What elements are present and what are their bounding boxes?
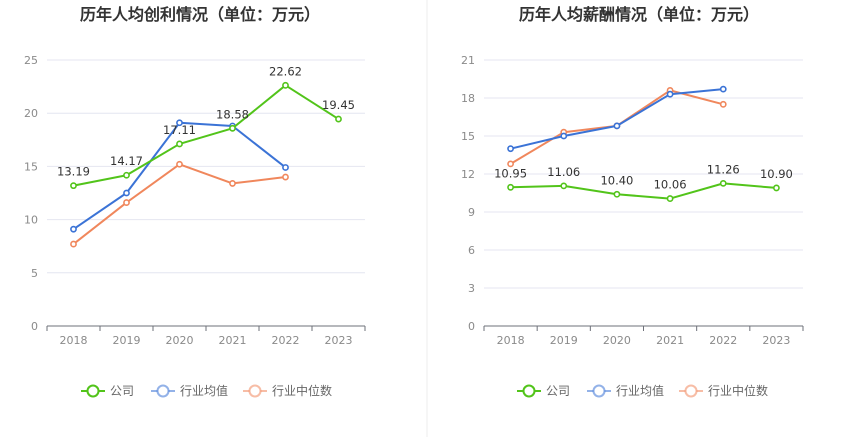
data-label: 10.90 [760, 167, 793, 181]
legend-label: 公司 [546, 384, 570, 398]
y-tick-label: 20 [24, 107, 38, 120]
y-tick-label: 15 [24, 160, 38, 173]
legend-label: 行业均值 [180, 383, 228, 398]
data-point-industry_median [70, 240, 77, 248]
legend-swatch-marker [156, 384, 170, 398]
x-tick-label: 2022 [709, 334, 737, 347]
data-point-company [719, 179, 727, 187]
y-tick-label: 0 [468, 320, 475, 333]
data-point-company [229, 124, 236, 132]
series-line-company [73, 84, 340, 187]
x-tick-label: 2020 [603, 334, 631, 347]
data-label: 10.40 [600, 173, 633, 187]
y-tick-label: 5 [31, 267, 38, 280]
legend-item-industry_avg: 行业均值 [151, 383, 228, 398]
chart-panel-1: 历年人均创利情况（单位：万元） 0 5 10 15 20 25 2018 2019 2020 202… [24, 5, 366, 398]
data-label: 10.95 [494, 166, 527, 180]
data-point-company [613, 190, 621, 198]
y-tick-label: 3 [468, 282, 475, 295]
chart-panel-2: 历年人均薪酬情况（单位：万元） 0 3 6 9 12 15 18 21 2018 2019 2020 2… [461, 5, 804, 398]
x-tick-label: 2020 [166, 334, 194, 347]
data-point-company [335, 115, 342, 123]
legend-label: 公司 [110, 384, 134, 398]
data-point-industry_median [282, 173, 289, 181]
legend-item-industry_median: 行业中位数 [679, 383, 768, 398]
legend-item-industry_avg: 行业均值 [587, 383, 664, 398]
legend-item-company: 公司 [517, 384, 570, 398]
legend-label: 行业均值 [616, 383, 664, 398]
legend-label: 行业中位数 [272, 383, 332, 398]
data-point-industry_median [176, 160, 183, 168]
data-label: 11.06 [547, 165, 580, 179]
data-label: 14.17 [110, 154, 143, 168]
data-point-industry_avg [719, 85, 727, 93]
x-tick-label: 2023 [762, 334, 790, 347]
legend-item-company: 公司 [81, 384, 134, 398]
legend-swatch-marker [248, 384, 262, 398]
legend-swatch-marker [86, 384, 100, 398]
x-tick-label: 2021 [656, 334, 684, 347]
y-tick-label: 9 [468, 206, 475, 219]
legend-swatch-marker [684, 384, 698, 398]
data-label: 17.11 [163, 123, 196, 137]
data-point-company [560, 182, 568, 190]
data-point-industry_median [719, 100, 727, 108]
x-tick-label: 2018 [497, 334, 525, 347]
data-point-company [666, 195, 674, 202]
legend-item-industry_median: 行业中位数 [243, 383, 332, 398]
data-label: 22.62 [269, 64, 302, 78]
data-point-industry_avg [666, 90, 674, 98]
x-tick-label: 2021 [219, 334, 247, 347]
data-point-industry_avg [123, 189, 130, 197]
data-point-company [176, 140, 183, 148]
data-point-industry_avg [176, 119, 183, 127]
legend-swatch-marker [592, 384, 606, 398]
data-point-industry_avg [282, 164, 289, 171]
y-tick-label: 12 [461, 168, 475, 181]
y-tick-label: 10 [24, 214, 38, 227]
data-label: 19.45 [322, 98, 355, 112]
data-point-industry_avg [70, 225, 77, 233]
series-line-company [510, 182, 777, 200]
y-tick-label: 21 [461, 54, 475, 67]
series-line-industry_median [72, 163, 286, 245]
x-tick-label: 2019 [113, 334, 141, 347]
chart-title: 历年人均创利情况（单位：万元） [80, 5, 320, 24]
y-tick-label: 0 [31, 320, 38, 333]
data-point-company [773, 184, 780, 192]
chart-title: 历年人均薪酬情况（单位：万元） [519, 5, 759, 24]
legend-label: 行业中位数 [708, 383, 768, 398]
data-point-industry_avg [560, 132, 568, 140]
data-point-industry_median [229, 180, 236, 187]
data-point-company [70, 182, 77, 190]
y-tick-label: 18 [461, 92, 475, 105]
y-tick-label: 15 [461, 130, 475, 143]
series-line-industry_avg [72, 121, 287, 231]
data-point-company [123, 171, 130, 179]
data-point-industry_median [123, 199, 130, 206]
data-point-industry_median [507, 160, 514, 168]
data-point-company [507, 183, 514, 191]
data-label: 10.06 [654, 178, 687, 192]
data-label: 18.58 [216, 107, 249, 121]
data-point-industry_avg [613, 122, 621, 130]
legend-swatch-marker [522, 384, 536, 398]
data-point-industry_avg [507, 145, 514, 153]
x-tick-label: 2023 [325, 334, 353, 347]
data-point-company [282, 81, 289, 89]
x-tick-label: 2019 [550, 334, 578, 347]
y-tick-label: 6 [468, 244, 475, 257]
data-label: 13.19 [57, 165, 90, 179]
x-tick-label: 2018 [60, 334, 88, 347]
y-tick-label: 25 [24, 54, 38, 67]
data-label: 11.26 [707, 162, 740, 176]
x-tick-label: 2022 [272, 334, 300, 347]
